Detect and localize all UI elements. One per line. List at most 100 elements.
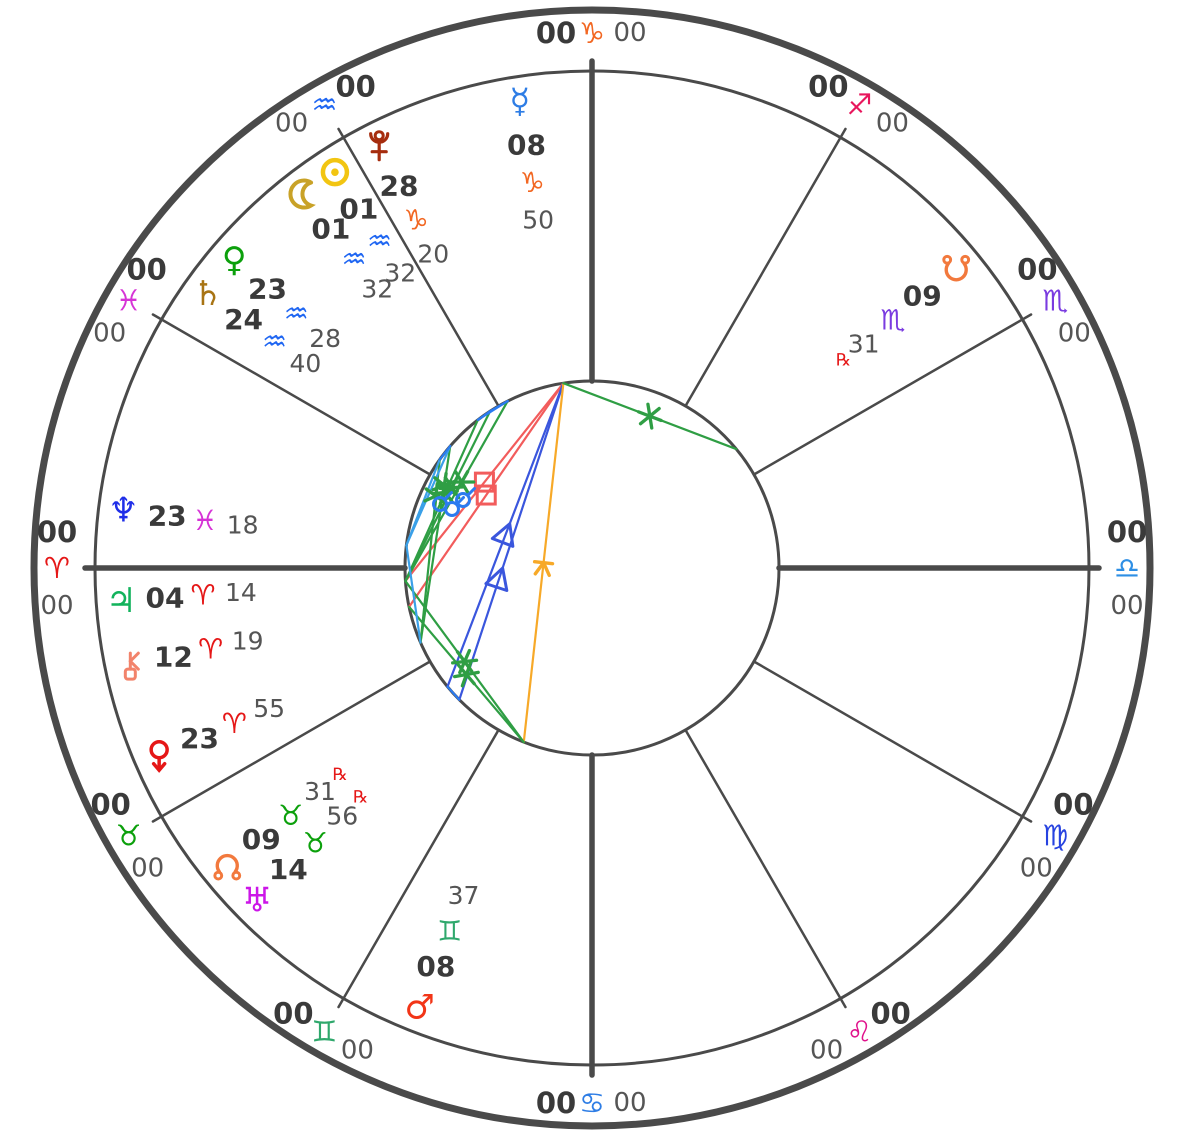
cusp-minute: 00 (876, 109, 909, 139)
planet-minute: 37 (448, 881, 480, 910)
planet-neptune: ♆ 23 ♓ 18 (108, 490, 258, 539)
moon-glyph-icon (288, 178, 316, 210)
sagittarius-sign-icon: ♐ (847, 88, 873, 122)
square-aspect-icon (473, 471, 495, 493)
cusp-minute: 00 (810, 1035, 843, 1065)
planet-jupiter: ♃ 04 ♈ 14 (106, 578, 257, 621)
planet-degree: 28 (380, 169, 419, 202)
quincunx-leg (541, 560, 551, 578)
planet-minute: 20 (417, 239, 449, 268)
aspect-semisextile-line (405, 544, 422, 644)
neptune-glyph-icon: ♆ (108, 490, 138, 530)
cusp-label-libra: 00♎00 (1107, 515, 1147, 621)
sextile-stroke (433, 476, 456, 495)
planet-sign-icon: ♈ (222, 707, 247, 740)
planet-chiron: 12 ♈ 19 (123, 627, 264, 681)
planet-degree: 23 (248, 272, 287, 305)
quincunx-aspect-icon (532, 559, 555, 578)
sextile-stroke (638, 406, 661, 426)
square-aspect-icon (475, 484, 497, 506)
sextile-stroke (424, 487, 448, 505)
conjunction-tail (443, 491, 453, 501)
cusp-minute: 00 (275, 109, 308, 139)
mercury-glyph-icon: ☿ (509, 82, 530, 122)
cusp-label-capricorn: 00 ♑ 00 (536, 16, 647, 50)
cusp-minute: 00 (1110, 591, 1143, 621)
jupiter-glyph-icon: ♃ (106, 581, 136, 621)
leo-sign-icon: ♌ (847, 1014, 873, 1048)
cusp-minute: 00 (1020, 853, 1053, 883)
planet-sun: 01♒32 (320, 157, 416, 287)
planet-degree: 23 (148, 499, 187, 532)
eris-glyph-icon (149, 739, 169, 773)
capricorn-sign-icon: ♑ (579, 16, 605, 50)
sextile-stroke (443, 475, 461, 500)
retrograde-mark: ℞ (836, 351, 851, 371)
libra-sign-icon: ♎ (1114, 551, 1140, 585)
planet-minute: 32 (384, 258, 416, 287)
planet-sign-icon: ♒ (262, 325, 287, 358)
cusp-label-virgo: 00♍00 (1020, 787, 1094, 883)
planet-minute: 14 (225, 578, 257, 607)
aspect-circle (403, 379, 781, 757)
aspect-conjunction-line (446, 685, 461, 701)
planet-sign-icon: ♓ (192, 504, 217, 537)
retrograde-mark: ℞ (332, 765, 347, 785)
planet-sign-icon: ♒ (367, 224, 392, 257)
planet-degree: 01 (339, 193, 378, 226)
planet-minute: 19 (232, 627, 264, 656)
planet-south-node: 09♏31℞ (836, 254, 971, 371)
cusp-spokes (82, 58, 1102, 1078)
cusp-label-aquarius: 00♒00 (275, 70, 376, 139)
pluto-glyph-icon (369, 130, 390, 162)
planet-minute: 31 (304, 777, 336, 806)
cusp-degree: 00 (1053, 787, 1093, 821)
venus-glyph-icon: ♀ (222, 240, 247, 280)
cusp-label-scorpio: 00♏00 (1017, 252, 1091, 348)
cusp-degree: 00 (126, 252, 166, 286)
cusp-label-gemini: 00♊00 (273, 996, 374, 1065)
cusp-degree: 00 (536, 1086, 576, 1120)
planet-degree: 01 (311, 212, 350, 245)
gemini-sign-icon: ♊ (312, 1014, 338, 1048)
trine-aspect-icon (490, 522, 515, 548)
cusp-degree: 00 (808, 70, 848, 104)
aries-sign-icon: ♈ (44, 551, 70, 585)
conjunction-aspect-icon (455, 487, 476, 508)
cusp-spoke (752, 660, 1033, 823)
planet-mercury: ☿ 08 ♑ 50 (507, 82, 554, 235)
cusp-spoke (151, 660, 432, 823)
aspect-markers (423, 402, 663, 688)
planet-minute: 28 (309, 324, 341, 353)
planet-minute: 18 (227, 511, 259, 540)
planet-sign-icon: ♒ (341, 243, 366, 276)
planet-degree: 23 (180, 722, 219, 755)
outer-circle (30, 6, 1154, 1130)
cusp-degree: 00 (536, 16, 576, 50)
planet-sign-icon: ♒ (284, 297, 309, 330)
planet-sign-icon: ♑ (520, 166, 545, 199)
planet-degree: 12 (154, 640, 193, 673)
planet-minute: 32 (361, 275, 393, 304)
cusp-minute: 00 (613, 18, 646, 48)
planet-minute: 31 (848, 330, 880, 359)
aspect-conjunction-line (438, 444, 452, 461)
cusp-label-cancer: 00 ♋ 00 (536, 1086, 647, 1120)
planet-sign-icon: ♈ (190, 579, 215, 612)
sextile-aspect-icon (423, 482, 449, 510)
planet-sign-icon: ♏ (880, 303, 905, 336)
aspect-square-line (407, 382, 565, 608)
planet-mars: ♂ 08♊ 37 (405, 881, 480, 1027)
planet-degree: 24 (224, 303, 263, 336)
planet-minute: 55 (253, 694, 285, 723)
cusp-degree: 00 (870, 996, 910, 1030)
planet-degree: 09 (903, 279, 942, 312)
virgo-sign-icon: ♍ (1042, 819, 1068, 853)
cusp-spoke (337, 127, 500, 408)
planet-pluto: 28♑ 20 (369, 130, 449, 268)
saturn-glyph-icon: ♄ (192, 274, 222, 314)
aspect-trine-line (446, 382, 565, 688)
node_n-glyph-icon (213, 853, 242, 881)
